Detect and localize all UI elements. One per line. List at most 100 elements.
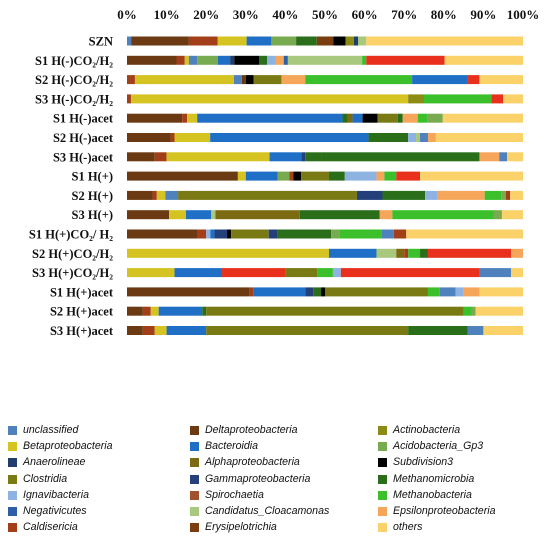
- legend-swatch: [378, 426, 387, 435]
- legend-swatch: [378, 507, 387, 516]
- bar-segment-acidobacteria-gp3: [501, 190, 506, 200]
- legend-label: Erysipelotrichia: [205, 521, 277, 534]
- bar-segment-caldisericia: [188, 36, 218, 46]
- legend-label: Clostridia: [23, 472, 68, 485]
- bar-segment-epsilonproteobacteria: [376, 171, 385, 181]
- bar-segment-methanobacteria: [305, 75, 413, 85]
- bar-segment-epsilonproteobacteria: [511, 248, 523, 258]
- bar: [127, 75, 523, 85]
- bar-segment-unclassified: [127, 36, 132, 46]
- bar-segment-caldisericia: [130, 75, 135, 85]
- bar-segment-methanomicrobia: [259, 55, 268, 65]
- bar: [127, 229, 523, 239]
- bar-segment-caldisericia: [170, 133, 175, 142]
- bar-segment-caldisericia: [491, 94, 504, 104]
- bar-segment-caldisericia: [340, 268, 480, 278]
- bar-segment-clostridia: [377, 113, 398, 123]
- legend-swatch: [8, 474, 17, 484]
- category-label: S1 H(-)CO₂/H₂: [35, 54, 113, 68]
- bar-segment-epsilonproteobacteria: [437, 190, 485, 200]
- bar-segment-ignavibacteria: [408, 133, 417, 142]
- bar-segment-others: [406, 229, 523, 239]
- bar: [127, 287, 523, 297]
- bar-segment-caldisericia: [197, 229, 207, 239]
- bar-segment-methanomicrobia: [420, 248, 428, 258]
- bar-segment-methanomicrobia: [202, 306, 207, 316]
- bar-segment-acidobacteria-gp3: [331, 229, 340, 239]
- bar-segment-acidobacteria-gp3: [277, 171, 290, 181]
- legend-label: Alphaproteobacteria: [205, 456, 300, 469]
- bar: [127, 210, 523, 220]
- bar-segment-methanobacteria: [408, 248, 421, 258]
- legend-label: Bacteroidia: [205, 440, 258, 453]
- x-tick-label: 100%: [507, 7, 540, 22]
- bar-segment-others: [366, 55, 445, 65]
- bar: [127, 306, 523, 316]
- bar-segment-caldisericia: [176, 55, 185, 65]
- bar-segment-unclassified: [420, 133, 428, 142]
- bar-segment-caldisericia: [396, 171, 421, 181]
- legend-label: Betaproteobacteria: [23, 440, 113, 453]
- bar-segment-candidatus-cloacamonas: [287, 55, 363, 65]
- bar-segment-unclassified: [499, 152, 508, 162]
- bar-segment-clostridia: [253, 75, 282, 85]
- bar-segment-anaerolineae: [353, 36, 358, 46]
- bar-segment-ignavibacteria: [332, 268, 341, 278]
- bar-segment-acidobacteria-gp3: [493, 210, 502, 220]
- legend-swatch: [190, 458, 199, 468]
- legend-swatch: [190, 474, 199, 484]
- bar: [127, 326, 523, 335]
- bar-segment-deltaproteobacteria: [127, 326, 143, 335]
- bar-segment-ignavibacteria: [344, 171, 377, 181]
- bar: [127, 248, 523, 258]
- bar-segment-bacteroidia: [328, 248, 377, 258]
- bar-segment-candidatus-cloacamonas: [416, 133, 421, 142]
- bar-segment-clostridia: [301, 171, 329, 181]
- bar-segment-methanomicrobia: [397, 113, 403, 123]
- legend-label: Deltaproteobacteria: [205, 424, 298, 436]
- bar-segment-methanomicrobia: [321, 152, 480, 162]
- bar-segment-methanomicrobia: [382, 190, 426, 200]
- bar-segment-methanobacteria: [339, 229, 382, 239]
- bar-segment-ignavibacteria: [425, 190, 438, 200]
- category-labels: SZN S1 H(-)CO₂/H₂ S2 H(-)CO₂/H₂ S3 H(-)CO₂/…: [29, 35, 114, 339]
- bar-segment-methanobacteria: [424, 94, 492, 104]
- bar-segment-betaproteobacteria: [184, 55, 189, 65]
- bar-segment-betaproteobacteria: [217, 36, 247, 46]
- x-tick-label: 80%: [431, 7, 457, 22]
- bar-segment-unclassified: [467, 326, 484, 335]
- bar-segment-deltaproteobacteria: [131, 36, 189, 46]
- bar-segment-methanobacteria: [392, 210, 494, 220]
- bar-segment-subdivision3: [227, 229, 232, 239]
- bar-segment-caldisericia: [467, 75, 480, 85]
- legend-swatch: [378, 442, 387, 452]
- bar-segment-bacteroidia: [185, 210, 212, 220]
- bar-segment-subdivision3: [293, 171, 302, 181]
- bar-segment-caldisericia: [393, 229, 407, 239]
- bar-segment-epsilonproteobacteria: [479, 152, 500, 162]
- bar-segment-deltaproteobacteria: [127, 210, 170, 220]
- bar-segment-betaproteobacteria: [154, 326, 167, 335]
- legend-label: unclassified: [23, 424, 79, 436]
- bar-segment-caldisericia: [427, 248, 512, 258]
- x-tick-label: 0%: [117, 7, 137, 22]
- bar-segment-methanobacteria: [362, 55, 367, 65]
- bar-segment-methanomicrobia: [408, 326, 468, 335]
- bar-segment-others: [483, 326, 523, 335]
- bar: [127, 190, 523, 200]
- bars: [127, 36, 523, 335]
- bar-segment-gammaproteobacteria: [356, 190, 383, 200]
- bar-segment-bacteroidia: [412, 75, 468, 85]
- bar-segment-methanobacteria: [427, 287, 440, 297]
- x-axis-ticks: 0% 10% 20% 30% 40% 50% 60% 70% 80% 90% 100%: [117, 7, 539, 22]
- bar-segment-others: [511, 268, 523, 278]
- bar-segment-candidatus-cloacamonas: [358, 36, 367, 46]
- bar-segment-deltaproteobacteria: [127, 171, 238, 181]
- bar-segment-gammaproteobacteria: [268, 229, 278, 239]
- bar-segment-bacteroidia: [217, 55, 231, 65]
- bar-segment-acidobacteria-gp3: [471, 306, 476, 316]
- bar-segment-others: [442, 113, 523, 123]
- bar-segment-unclassified: [233, 75, 242, 85]
- bar-segment-deltaproteobacteria: [127, 113, 183, 123]
- bar-segment-deltaproteobacteria: [127, 55, 177, 65]
